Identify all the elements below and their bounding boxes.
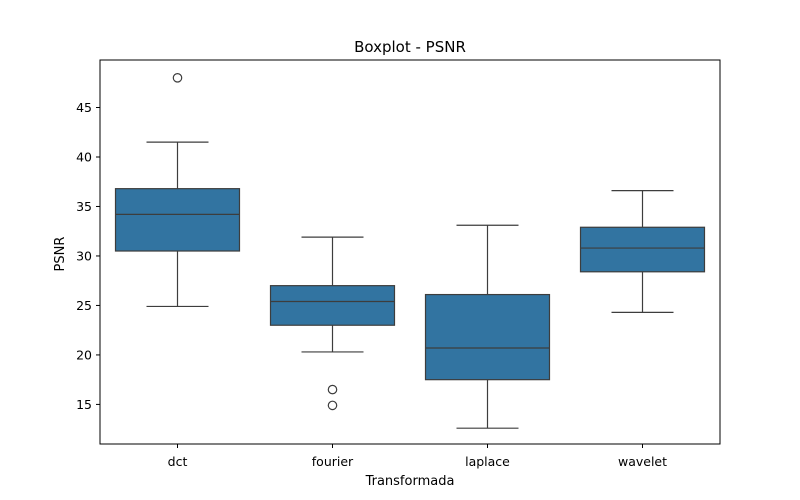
outlier-point: [172, 73, 183, 83]
x-tick-label: wavelet: [618, 454, 667, 469]
chart-title: Boxplot - PSNR: [354, 38, 466, 56]
x-axis-label: Transformada: [365, 474, 455, 489]
plot-frame: [99, 59, 721, 445]
box-dct: [114, 188, 241, 252]
y-tick-label: 40: [76, 149, 92, 164]
x-tick-label: laplace: [465, 454, 510, 469]
y-axis-label: PSNR: [53, 237, 68, 272]
y-tick-label: 30: [76, 248, 92, 263]
y-tick-label: 35: [76, 199, 92, 214]
x-tick-label: fourier: [312, 454, 354, 469]
outlier-point: [327, 384, 338, 395]
x-tick-label: dct: [168, 454, 188, 469]
y-tick-label: 15: [76, 397, 92, 412]
y-tick-label: 45: [76, 100, 92, 115]
box-laplace: [424, 293, 551, 381]
y-tick-label: 20: [76, 347, 92, 362]
box-fourier: [269, 285, 396, 326]
plot-area: 15 20 25 30 35 40 45 dct fourier laplace wavelet: [76, 73, 706, 469]
box-wavelet: [579, 226, 706, 273]
y-tick-label: 25: [76, 298, 92, 313]
outlier-point: [327, 400, 338, 411]
